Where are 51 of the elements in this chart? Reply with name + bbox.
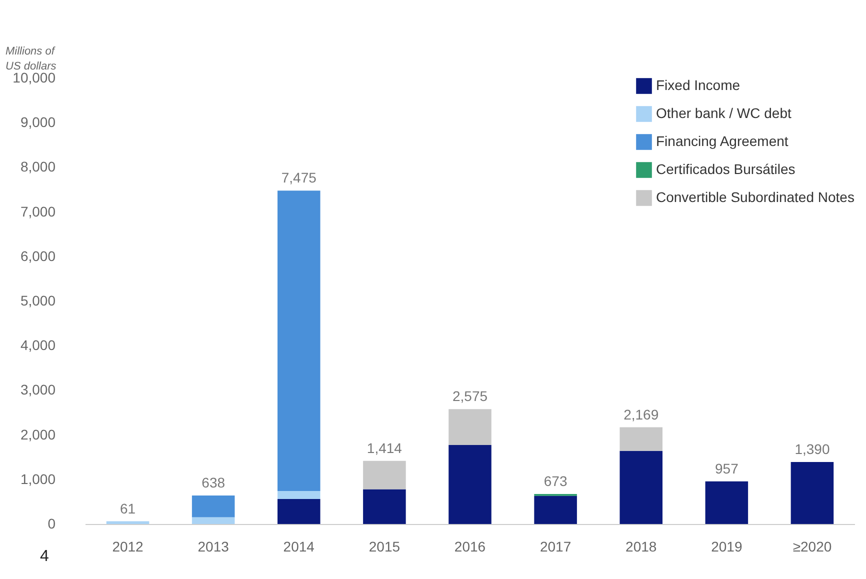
legend-label: Certificados Bursátiles bbox=[656, 161, 796, 177]
total-label: 2,169 bbox=[624, 406, 659, 422]
y-tick-label: 7,000 bbox=[20, 203, 56, 220]
y-tick-label: 6,000 bbox=[20, 248, 56, 264]
bar bbox=[278, 190, 320, 491]
total-label: 673 bbox=[544, 472, 568, 489]
legend-label: Fixed Income bbox=[656, 77, 740, 93]
y-tick-label: 0 bbox=[48, 516, 56, 532]
bar bbox=[192, 517, 235, 524]
bar bbox=[106, 521, 150, 524]
total-label: 7,475 bbox=[281, 170, 317, 186]
bar bbox=[363, 460, 406, 490]
y-tick-label: 9,000 bbox=[20, 114, 56, 130]
y-tick-label: 5,000 bbox=[20, 292, 56, 308]
bar bbox=[278, 499, 320, 524]
total-label: 61 bbox=[120, 500, 136, 516]
legend-label: Convertible Subordinated Notes bbox=[656, 189, 854, 205]
bar bbox=[534, 496, 577, 524]
x-tick-label: 2016 bbox=[454, 538, 486, 554]
legend-label: Financing Agreement bbox=[656, 133, 788, 149]
bar bbox=[790, 462, 834, 524]
y-tick-label: 4,000 bbox=[20, 337, 56, 354]
y-tick-label: 10,000 bbox=[12, 70, 56, 86]
x-tick-label: 2015 bbox=[368, 538, 400, 554]
y-tick-label: 1,000 bbox=[20, 470, 56, 487]
bar bbox=[705, 481, 748, 524]
bar bbox=[448, 445, 492, 524]
y-tick-label: 3,000 bbox=[20, 382, 56, 398]
bar bbox=[278, 490, 320, 500]
text: 4 bbox=[40, 548, 49, 566]
total-label: 1,390 bbox=[794, 441, 830, 458]
bar bbox=[363, 489, 406, 524]
x-tick-label: ≥2020 bbox=[792, 538, 832, 554]
x-tick-label: 2012 bbox=[112, 538, 144, 554]
bar bbox=[192, 496, 235, 518]
y-axis-title: Millions of US dollars bbox=[6, 46, 57, 72]
y-tick-label: 2,000 bbox=[20, 426, 56, 442]
bar bbox=[620, 427, 662, 451]
total-label: 957 bbox=[714, 460, 739, 476]
total-label: 1,414 bbox=[366, 440, 402, 456]
total-label: 638 bbox=[202, 474, 226, 491]
x-tick-label: 2018 bbox=[626, 538, 657, 554]
bar bbox=[448, 409, 492, 446]
legend-label: Other bank / WC debt bbox=[656, 105, 792, 121]
x-tick-label: 2019 bbox=[711, 538, 742, 554]
x-tick-label: 2017 bbox=[540, 538, 572, 554]
total-label: 2,575 bbox=[452, 388, 488, 404]
x-tick-label: 2013 bbox=[198, 538, 230, 554]
y-tick-label: 8,000 bbox=[20, 158, 56, 175]
x-tick-label: 2014 bbox=[283, 538, 315, 554]
bar bbox=[620, 450, 662, 524]
